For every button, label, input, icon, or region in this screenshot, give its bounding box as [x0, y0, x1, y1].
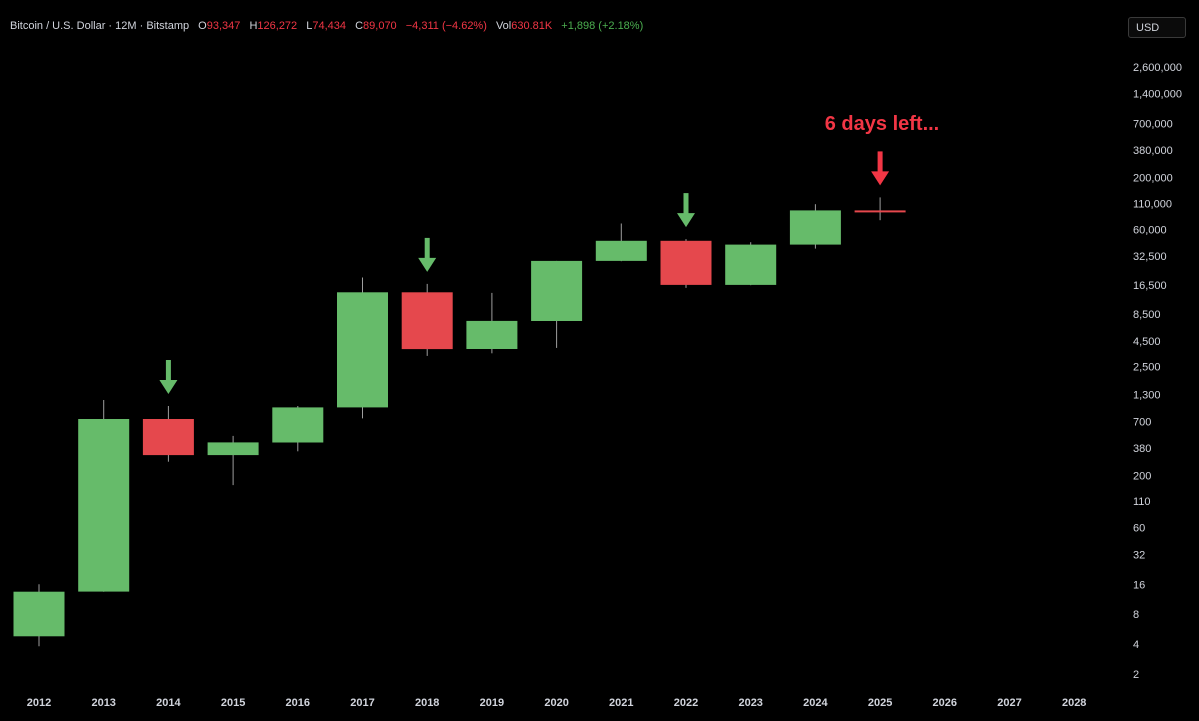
y-tick-label: 110,000	[1133, 198, 1172, 210]
change-value: −4,311 (−4.62%)	[405, 20, 487, 32]
x-tick-label: 2015	[221, 697, 245, 709]
x-tick-label: 2022	[674, 697, 698, 709]
x-tick-label: 2024	[803, 697, 828, 709]
price-axis[interactable]: 2,600,000 1,400,000 700,000 380,000 200,000 1…	[1133, 62, 1182, 681]
y-tick-label: 2,600,000	[1133, 62, 1182, 74]
time-axis[interactable]: 2012 2013 2014 2015 2016 2017 2018 2019 2020 2021…	[27, 697, 1087, 709]
y-tick-label: 60	[1133, 522, 1145, 534]
x-tick-label: 2028	[1062, 697, 1086, 709]
candle-2018[interactable]	[401, 283, 453, 356]
close-label: C	[355, 20, 364, 32]
y-tick-label: 700	[1133, 416, 1151, 428]
y-tick-label: 16	[1133, 579, 1145, 591]
y-tick-label: 1,400,000	[1133, 89, 1182, 101]
candle-2020[interactable]	[531, 260, 583, 348]
x-tick-label: 2027	[997, 697, 1021, 709]
x-tick-label: 2017	[350, 697, 374, 709]
x-tick-label: 2025	[868, 697, 892, 709]
symbol-legend: Bitcoin / U.S. Dollar · 12M · Bitstamp O…	[10, 20, 643, 32]
markers-layer	[159, 151, 890, 395]
high-label: H	[249, 20, 258, 32]
candle-2022[interactable]	[660, 239, 712, 288]
candle-2015[interactable]	[207, 435, 259, 486]
y-tick-label: 4	[1133, 639, 1139, 651]
candle-2019[interactable]	[466, 292, 518, 354]
candles-layer	[13, 197, 906, 647]
y-tick-label: 60,000	[1133, 225, 1167, 237]
arrow-down-icon	[159, 360, 178, 395]
candle-body	[725, 244, 777, 285]
currency-button[interactable]: USD	[1128, 17, 1186, 38]
x-tick-label: 2012	[27, 697, 51, 709]
candle-body	[595, 240, 647, 261]
x-tick-label: 2013	[91, 697, 115, 709]
y-tick-label: 4,500	[1133, 336, 1161, 348]
x-tick-label: 2018	[415, 697, 439, 709]
days-left-annotation: 6 days left...	[825, 113, 940, 135]
arrow-down-icon	[871, 151, 890, 186]
x-tick-label: 2016	[286, 697, 310, 709]
candle-body	[789, 210, 841, 245]
arrow-down-icon	[677, 193, 695, 228]
candle-body	[337, 292, 388, 408]
y-tick-label: 380,000	[1133, 145, 1173, 157]
x-tick-label: 2021	[609, 697, 633, 709]
volume-label: Vol	[495, 20, 512, 32]
candle-2016[interactable]	[272, 406, 324, 452]
candle-2021[interactable]	[595, 223, 647, 262]
y-tick-label: 200,000	[1133, 173, 1173, 185]
candle-body	[854, 210, 906, 213]
open-label: O	[198, 20, 207, 32]
y-tick-label: 16,500	[1133, 280, 1167, 292]
x-tick-label: 2023	[738, 697, 762, 709]
candle-2014[interactable]	[142, 406, 194, 462]
y-tick-label: 32	[1133, 550, 1145, 562]
close-value: 89,070	[363, 20, 397, 32]
y-tick-label: 700,000	[1133, 119, 1173, 131]
candle-2012[interactable]	[13, 584, 65, 647]
y-tick-label: 110	[1133, 496, 1151, 508]
candle-body	[13, 591, 65, 637]
volume-value: 630.81K	[511, 20, 553, 32]
candle-body	[78, 419, 130, 592]
y-tick-label: 200	[1133, 470, 1151, 482]
y-tick-label: 380	[1133, 443, 1151, 455]
candle-body	[401, 292, 453, 350]
x-tick-label: 2020	[544, 697, 568, 709]
candle-2013[interactable]	[78, 400, 130, 592]
x-tick-label: 2014	[156, 697, 181, 709]
arrow-down-icon	[418, 237, 437, 272]
y-tick-label: 8	[1133, 609, 1139, 621]
candle-body	[466, 320, 518, 349]
candle-2017[interactable]	[337, 277, 388, 419]
y-tick-label: 1,300	[1133, 390, 1161, 402]
open-value: 93,347	[206, 20, 241, 32]
x-tick-label: 2026	[933, 697, 957, 709]
candle-body	[531, 260, 583, 321]
y-tick-label: 8,500	[1133, 309, 1161, 321]
y-tick-label: 2,500	[1133, 362, 1161, 374]
candle-2025[interactable]	[854, 197, 906, 221]
symbol-title: Bitcoin / U.S. Dollar · 12M · Bitstamp	[10, 20, 190, 32]
candle-body	[207, 442, 259, 456]
candle-2024[interactable]	[789, 204, 841, 249]
low-value: 74,434	[312, 20, 347, 32]
y-tick-label: 2	[1133, 669, 1139, 681]
high-value: 126,272	[257, 20, 298, 32]
low-label: L	[306, 20, 313, 32]
candle-body	[660, 240, 712, 285]
volume-change: +1,898 (+2.18%)	[561, 20, 644, 32]
candle-2023[interactable]	[725, 242, 777, 286]
candle-body	[142, 419, 194, 456]
candle-body	[272, 407, 324, 443]
x-tick-label: 2019	[480, 697, 504, 709]
y-tick-label: 32,500	[1133, 251, 1167, 263]
